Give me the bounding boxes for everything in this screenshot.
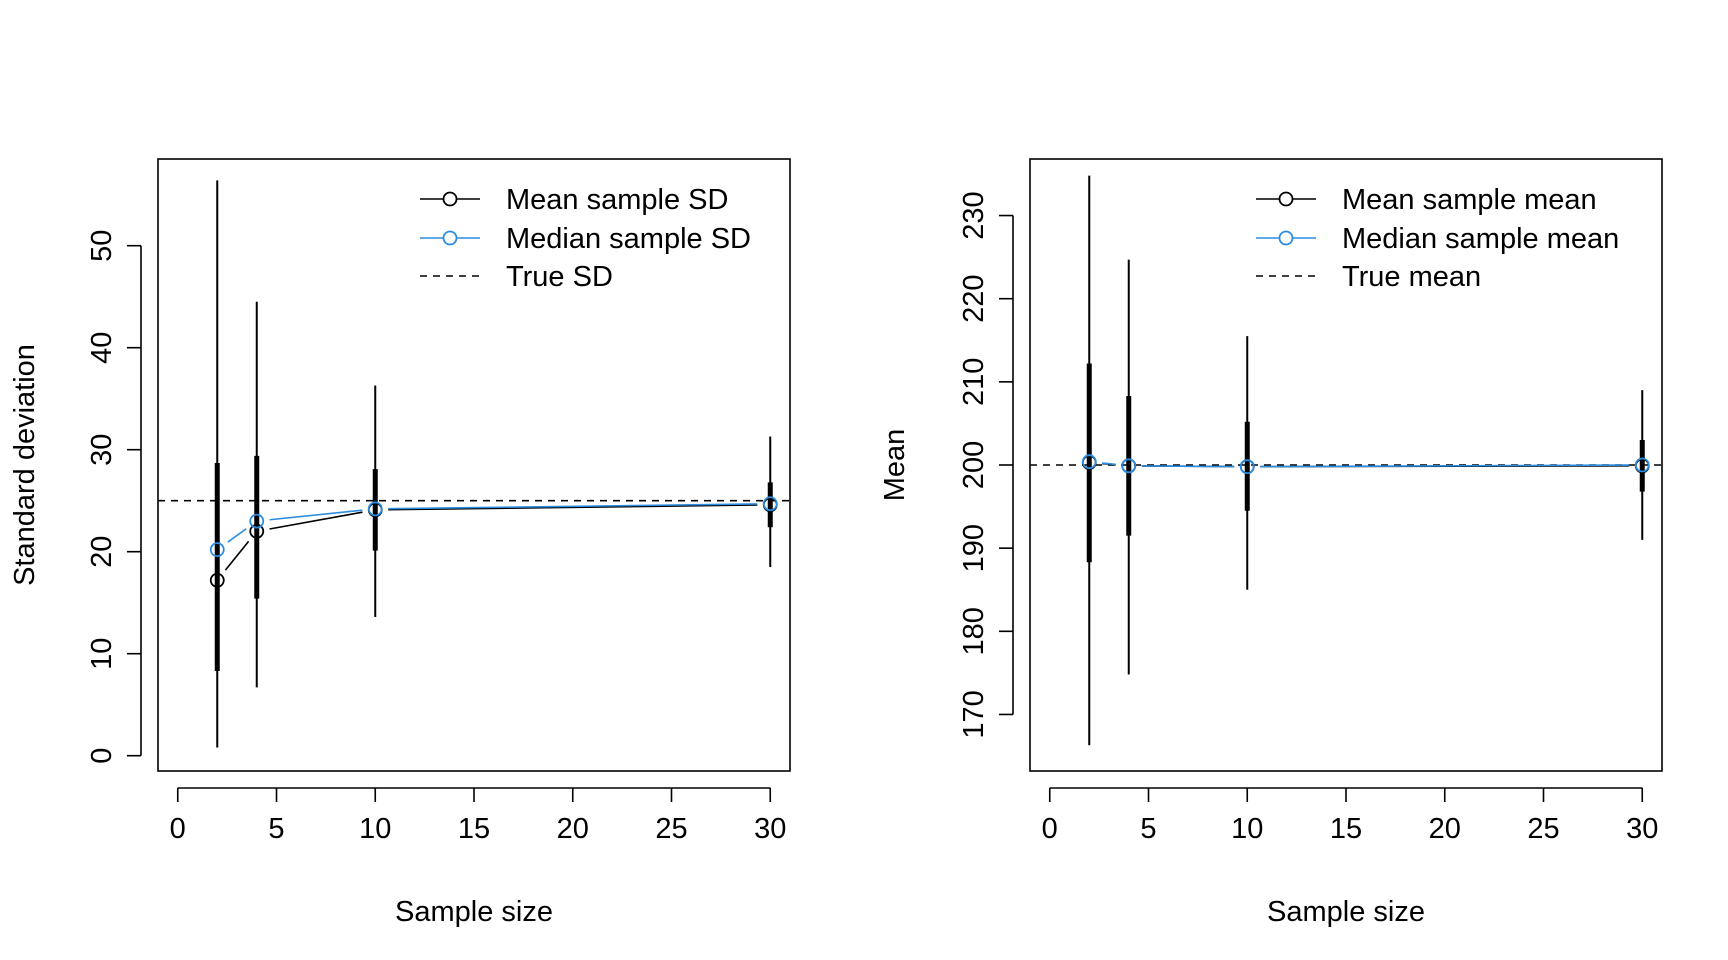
x-tick-label: 20 — [1429, 813, 1461, 845]
x-axis-title: Sample size — [395, 896, 553, 928]
y-tick-label: 50 — [86, 230, 118, 262]
series-segment — [224, 540, 250, 571]
data-point — [762, 496, 778, 512]
legend-entry: True mean — [1342, 261, 1481, 293]
legend-key-point — [1278, 191, 1294, 207]
x-tick-label: 25 — [655, 813, 687, 845]
y-tick-label: 190 — [958, 524, 990, 572]
y-tick-label: 170 — [958, 690, 990, 738]
x-tick-label: 5 — [1140, 813, 1156, 845]
y-tick-label: 40 — [86, 332, 118, 364]
data-point — [1121, 458, 1137, 474]
x-tick-label: 25 — [1527, 813, 1559, 845]
series-segment — [269, 509, 363, 521]
x-tick-label: 0 — [1042, 813, 1058, 845]
y-tick-label: 0 — [86, 748, 118, 764]
y-tick-label: 30 — [86, 434, 118, 466]
legend-key-point — [1278, 230, 1294, 246]
data-point — [249, 513, 265, 529]
x-tick-label: 10 — [1231, 813, 1263, 845]
series-segment — [269, 511, 363, 530]
legend-key-point — [442, 230, 458, 246]
series-segment — [227, 528, 247, 543]
y-tick-label: 220 — [958, 275, 990, 323]
legend-entry: Median sample SD — [506, 223, 751, 255]
series-segment — [1102, 462, 1116, 466]
x-tick-label: 5 — [268, 813, 284, 845]
y-tick-label: 20 — [86, 536, 118, 568]
y-tick-label: 180 — [958, 607, 990, 655]
x-tick-label: 30 — [1626, 813, 1658, 845]
y-axis-title: Standard deviation — [9, 344, 41, 586]
legend-entry: True SD — [506, 261, 613, 293]
legend-entry: Mean sample SD — [506, 184, 728, 216]
x-tick-label: 15 — [458, 813, 490, 845]
y-tick-label: 200 — [958, 441, 990, 489]
x-tick-label: 15 — [1330, 813, 1362, 845]
y-tick-label: 230 — [958, 191, 990, 239]
plot-frame — [157, 158, 791, 772]
series-segment — [1260, 464, 1630, 468]
data-point — [249, 523, 265, 539]
series-segment — [1141, 465, 1235, 468]
data-point — [367, 501, 383, 517]
x-axis-title: Sample size — [1267, 896, 1425, 928]
data-point — [1081, 454, 1097, 470]
legend-entry: Median sample mean — [1342, 223, 1619, 255]
data-point — [1239, 459, 1255, 475]
data-point — [1634, 457, 1650, 473]
x-tick-label: 10 — [359, 813, 391, 845]
series-segment — [388, 503, 758, 510]
legend-key-point — [442, 191, 458, 207]
y-tick-label: 210 — [958, 358, 990, 406]
series-segment — [388, 504, 758, 511]
x-tick-label: 20 — [557, 813, 589, 845]
y-tick-label: 10 — [86, 638, 118, 670]
legend-entry: Mean sample mean — [1342, 184, 1597, 216]
data-point — [209, 542, 225, 558]
y-axis-title: Mean — [879, 429, 911, 502]
x-tick-label: 0 — [170, 813, 186, 845]
data-point — [209, 572, 225, 588]
mean-panel: 0 5 10 15 20 25 30 170 180 190 200 210 220 230 Sample … — [879, 158, 1663, 928]
x-tick-label: 30 — [754, 813, 786, 845]
sd-panel: 0 5 10 15 20 25 30 0 10 20 30 40 50 Sample size Standa… — [9, 158, 791, 928]
